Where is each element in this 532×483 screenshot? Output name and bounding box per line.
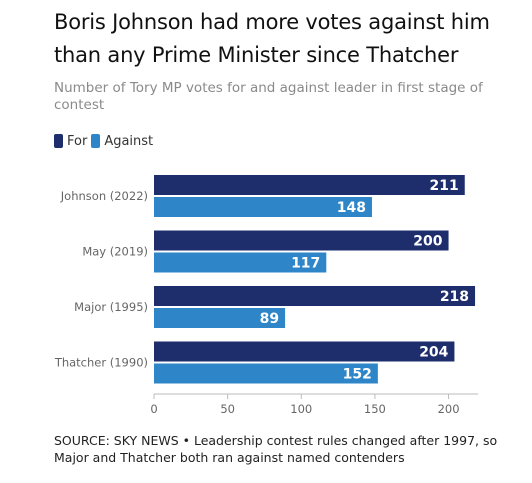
bar-against-2 [154,308,286,328]
category-label: Major (1995) [74,300,148,314]
x-tick-label: 200 [438,402,460,416]
x-tick-label: 150 [364,402,386,416]
data-label: 89 [260,311,279,327]
x-tick-label: 50 [220,402,235,416]
category-label: Thatcher (1990) [54,356,148,370]
bar-for-0 [154,175,465,195]
legend: For Against [54,132,157,150]
bar-against-1 [154,252,327,273]
chart-title: Boris Johnson had more votes against him… [54,10,490,67]
data-label: 204 [419,345,448,361]
bar-for-3 [154,341,455,362]
bar-against-3 [154,363,378,384]
data-label: 117 [291,256,320,272]
bar-chart: Johnson (2022) 211 148 May (2019) 200 117 Majo… [54,175,478,416]
legend-swatch-against [91,134,101,148]
legend-item-against: Against [91,134,153,149]
legend-item-for: For [54,134,87,149]
x-tick-label: 100 [290,402,312,416]
bar-for-2 [154,286,476,306]
data-label: 200 [413,234,442,250]
data-label: 218 [440,289,469,305]
category-label: Johnson (2022) [60,189,148,203]
bar-for-1 [154,230,449,251]
legend-label-for: For [67,133,88,149]
data-label: 148 [337,200,366,216]
data-label: 152 [343,367,372,383]
legend-label-against: Against [104,133,154,149]
category-label: May (2019) [82,245,148,259]
x-tick-label: 0 [150,402,157,416]
legend-swatch-for [54,134,63,148]
bar-against-0 [154,197,372,217]
chart-subtitle: Number of Tory MP votes for and against … [54,80,483,113]
source-note: SOURCE: SKY NEWS • Leadership contest ru… [54,433,498,465]
data-label: 211 [430,178,459,194]
